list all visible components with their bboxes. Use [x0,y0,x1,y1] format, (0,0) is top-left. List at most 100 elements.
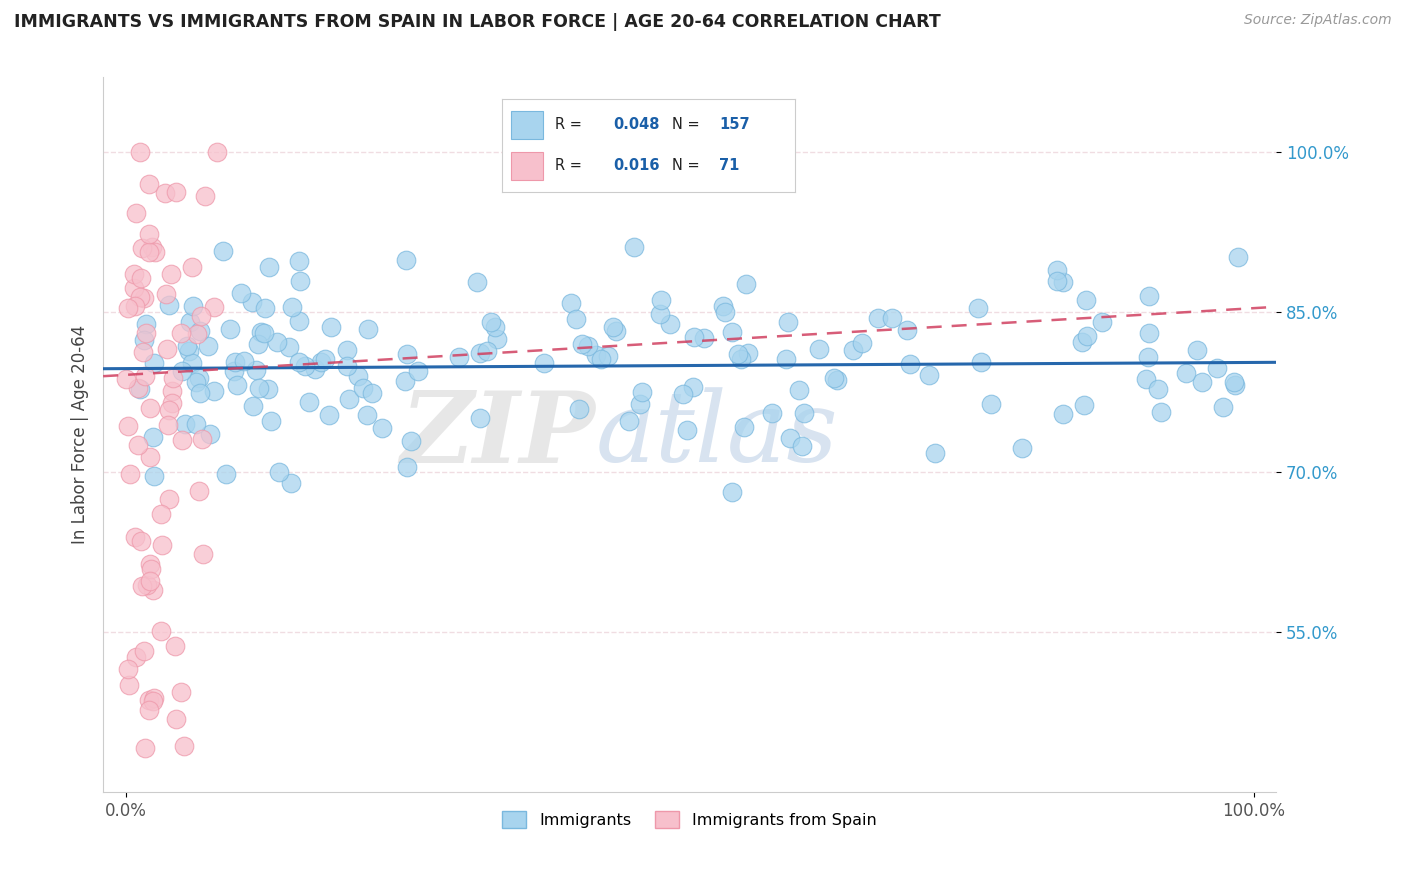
Point [737,346,759,360]
Point [671,387,693,401]
Point [149,507,172,521]
Point [134,368,156,383]
Point [1227,250,1250,264]
Point [150,538,173,552]
Point [470,410,492,425]
Point [319,320,342,334]
Point [173,417,195,431]
Y-axis label: In Labor Force | Age 20-64: In Labor Force | Age 20-64 [72,326,89,544]
Point [533,356,555,370]
Point [170,685,193,699]
Point [181,260,204,274]
Point [135,317,157,331]
Point [186,417,208,431]
Point [187,483,209,498]
Point [564,312,586,326]
Point [1146,382,1168,396]
Point [1091,314,1114,328]
Point [571,336,593,351]
Point [650,293,672,307]
Text: atlas: atlas [596,387,838,483]
Point [447,350,470,364]
Point [591,351,613,366]
Point [170,326,193,340]
Point [288,253,311,268]
Point [165,640,187,654]
Point [576,339,599,353]
Legend: Immigrants, Immigrants from Spain: Immigrants, Immigrants from Spain [496,805,883,834]
Point [165,186,187,200]
Point [347,368,370,383]
Point [408,364,430,378]
Text: Source: ZipAtlas.com: Source: ZipAtlas.com [1244,13,1392,28]
Point [682,380,704,394]
Point [560,295,582,310]
Point [125,650,148,665]
Point [775,352,797,367]
Point [399,434,422,448]
Point [138,227,160,241]
Point [898,357,921,371]
Point [721,326,744,340]
Point [808,342,831,356]
Point [134,644,156,658]
Point [1137,326,1160,340]
Point [117,301,139,315]
Point [128,438,150,452]
Point [190,309,212,323]
Point [1223,378,1246,392]
Point [135,326,157,340]
Point [156,418,179,433]
Point [779,431,801,445]
Point [851,336,873,351]
Point [219,322,242,336]
Point [1135,372,1157,386]
Point [242,399,264,413]
Point [761,406,783,420]
Point [139,574,162,588]
Point [658,317,681,331]
Point [465,275,488,289]
Point [115,371,138,385]
Point [131,579,153,593]
Point [617,414,640,428]
Point [298,395,321,409]
Point [254,301,277,316]
Point [138,245,160,260]
Point [294,359,316,373]
Point [134,334,156,348]
Point [356,408,378,422]
Point [267,465,290,479]
Point [1223,375,1246,389]
Point [149,624,172,639]
Point [309,355,332,369]
Point [395,346,418,360]
Point [683,330,706,344]
Point [1206,360,1229,375]
Point [896,323,918,337]
Point [188,371,211,385]
Text: IMMIGRANTS VS IMMIGRANTS FROM SPAIN IN LABOR FORCE | AGE 20-64 CORRELATION CHART: IMMIGRANTS VS IMMIGRANTS FROM SPAIN IN L… [14,13,941,31]
Point [280,476,302,491]
Point [141,240,163,254]
Point [314,351,336,366]
Point [623,240,645,254]
Point [648,307,671,321]
Point [134,741,156,756]
Point [721,485,744,500]
Point [793,407,815,421]
Point [825,373,848,387]
Point [628,397,651,411]
Point [675,424,697,438]
Point [352,381,374,395]
Point [866,311,889,326]
Point [357,322,380,336]
Point [823,370,845,384]
Point [970,354,993,368]
Point [184,375,207,389]
Point [247,336,270,351]
Point [173,739,195,753]
Point [1174,366,1197,380]
Point [229,286,252,301]
Point [122,281,145,295]
